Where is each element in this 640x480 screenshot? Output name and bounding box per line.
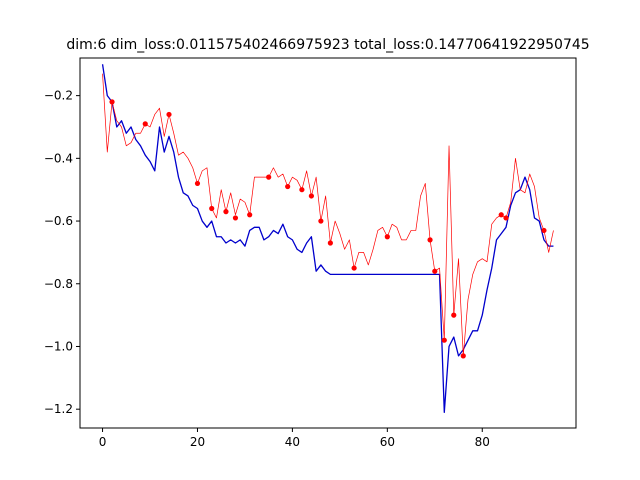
data-point-marker (503, 215, 509, 221)
data-point-marker (541, 227, 547, 234)
plot-lines (101, 64, 554, 413)
data-point-marker (142, 121, 148, 127)
data-point-marker (299, 187, 305, 193)
data-point-marker (109, 99, 115, 105)
data-point-marker (432, 268, 438, 274)
data-point-marker (498, 212, 504, 218)
data-point-marker (194, 180, 201, 187)
data-point-marker (318, 218, 324, 224)
data-point-marker (223, 209, 229, 215)
data-point-marker (209, 205, 215, 212)
data-point-marker (460, 353, 466, 359)
y-tick-label: −0.2 (44, 89, 73, 103)
x-tick-label: 0 (99, 435, 107, 449)
y-axis: −1.2 −1.0 −0.8 −0.6 −0.4 −0.2 (44, 89, 80, 416)
y-tick-label: −1.0 (44, 339, 73, 353)
series-line-1 (101, 64, 554, 413)
data-point-marker (451, 312, 457, 318)
data-point-marker (232, 215, 239, 221)
y-tick-label: −0.4 (44, 151, 73, 165)
y-tick-label: −1.2 (44, 402, 73, 416)
x-tick-label: 80 (475, 435, 490, 449)
data-point-marker (266, 174, 272, 180)
data-point-marker (351, 265, 357, 271)
x-tick-label: 20 (190, 435, 205, 449)
data-point-marker (308, 193, 314, 199)
data-point-marker (285, 183, 291, 190)
x-axis: 0 20 40 60 80 (99, 428, 490, 449)
data-point-marker (441, 337, 447, 343)
plot-markers (109, 99, 547, 359)
plot-frame (79, 57, 577, 429)
y-tick-label: −0.8 (44, 277, 73, 291)
chart-title: dim:6 dim_loss:0.011575402466975923 tota… (66, 37, 589, 53)
data-point-marker (384, 234, 390, 240)
series-line-2 (102, 73, 554, 357)
data-point-marker (327, 240, 333, 246)
x-tick-label: 60 (380, 435, 395, 449)
data-point-marker (427, 237, 433, 243)
y-tick-label: −0.6 (44, 214, 73, 228)
x-tick-label: 40 (285, 435, 300, 449)
data-point-marker (247, 212, 253, 218)
data-point-marker (166, 111, 172, 118)
